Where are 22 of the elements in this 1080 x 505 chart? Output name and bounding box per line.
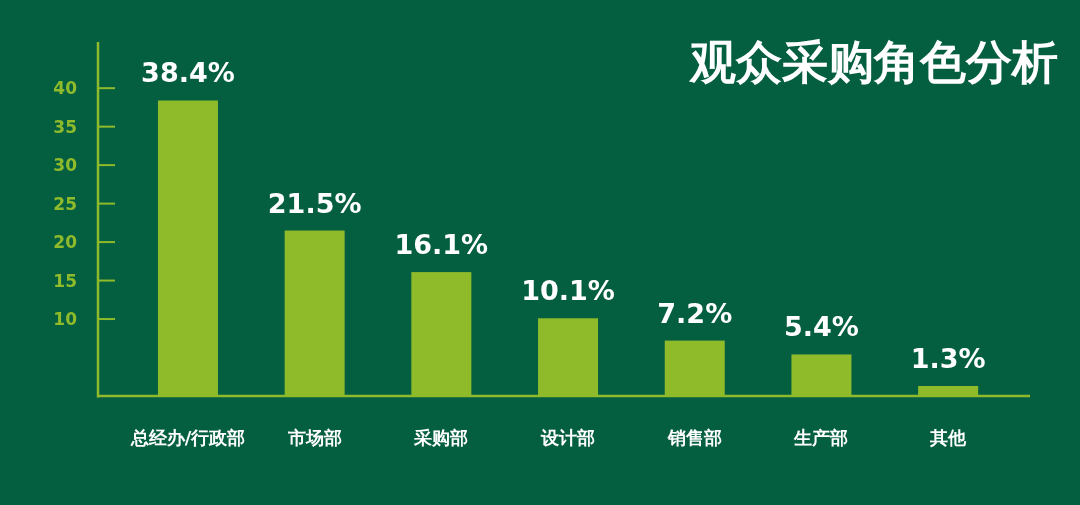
- data-label: 38.4%: [141, 57, 235, 89]
- x-tick-label: 总经办/行政部: [129, 427, 246, 448]
- data-label: 10.1%: [521, 275, 615, 307]
- data-label: 7.2%: [657, 297, 733, 329]
- y-tick-label: 20: [53, 232, 78, 253]
- data-label: 1.3%: [910, 343, 986, 374]
- data-label: 16.1%: [394, 229, 489, 261]
- x-tick-label: 采购部: [413, 427, 469, 448]
- y-tick-label: 30: [53, 155, 78, 176]
- y-tick-label: 15: [53, 270, 77, 291]
- y-tick-label: 25: [53, 193, 77, 214]
- x-tick-label: 销售部: [666, 427, 722, 448]
- data-label: 21.5%: [267, 187, 362, 219]
- x-tick-label: 市场部: [286, 427, 342, 448]
- y-tick-label: 40: [53, 78, 78, 99]
- chart-title: 观众采购角色分析: [688, 35, 1058, 89]
- x-tick-label: 其他: [929, 427, 968, 448]
- data-label: 5.4%: [784, 311, 859, 343]
- x-tick-label: 设计部: [540, 427, 596, 448]
- y-tick-label: 35: [53, 116, 77, 137]
- x-tick-label: 生产部: [793, 427, 849, 448]
- y-tick-label: 10: [53, 309, 78, 330]
